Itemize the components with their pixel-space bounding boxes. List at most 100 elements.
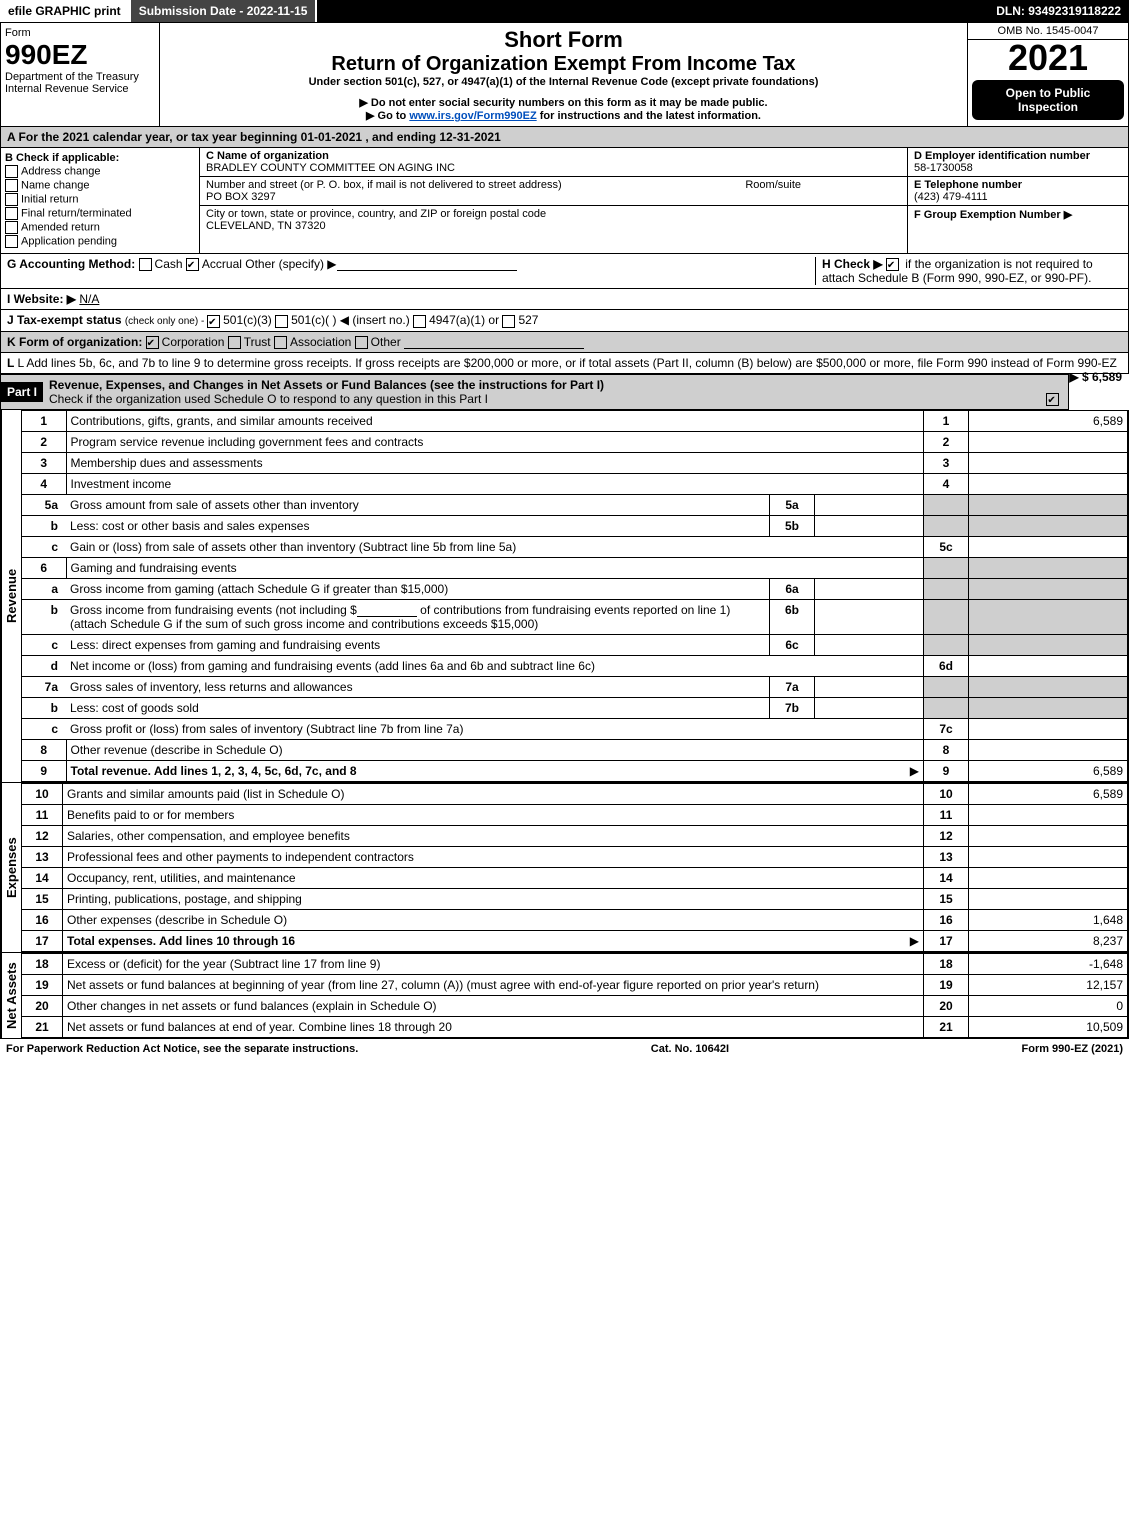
- line-7b: bLess: cost of goods sold7b: [22, 698, 1128, 719]
- line-6c: cLess: direct expenses from gaming and f…: [22, 635, 1128, 656]
- line-13: 13Professional fees and other payments t…: [22, 847, 1128, 868]
- cb-cash[interactable]: [139, 258, 152, 271]
- other-org-blank[interactable]: [404, 336, 584, 349]
- f-label: F Group Exemption Number ▶: [914, 209, 1072, 221]
- form-number: 990EZ: [5, 39, 155, 71]
- cb-address-change[interactable]: Address change: [5, 165, 195, 178]
- cash-label: Cash: [155, 257, 183, 271]
- d-ein-block: D Employer identification number 58-1730…: [908, 148, 1128, 177]
- line-6: 6Gaming and fundraising events: [22, 558, 1128, 579]
- e-label: E Telephone number: [914, 179, 1022, 191]
- expenses-vlabel: Expenses: [1, 783, 21, 952]
- line-j-tax-exempt: J Tax-exempt status (check only one) - 5…: [0, 310, 1129, 331]
- goto-post: for instructions and the latest informat…: [537, 110, 761, 122]
- footer-mid: Cat. No. 10642I: [651, 1043, 729, 1055]
- line-10: 10Grants and similar amounts paid (list …: [22, 784, 1128, 805]
- opt-other-org: Other: [371, 335, 401, 349]
- title-return: Return of Organization Exempt From Incom…: [164, 53, 963, 76]
- netassets-table: 18Excess or (deficit) for the year (Subt…: [21, 953, 1128, 1038]
- f-group-block: F Group Exemption Number ▶: [908, 206, 1128, 223]
- line-k-form-org: K Form of organization: Corporation Trus…: [0, 332, 1129, 353]
- opt-assoc: Association: [290, 335, 351, 349]
- cb-trust[interactable]: [228, 336, 241, 349]
- form-header: Form 990EZ Department of the Treasury In…: [0, 22, 1129, 127]
- tel-value: (423) 479-4111: [914, 191, 988, 203]
- expenses-table: 10Grants and similar amounts paid (list …: [21, 783, 1128, 952]
- line-18: 18Excess or (deficit) for the year (Subt…: [22, 954, 1128, 975]
- street-label: Number and street (or P. O. box, if mail…: [206, 179, 562, 191]
- other-blank[interactable]: [337, 258, 517, 271]
- section-bcdef: B Check if applicable: Address change Na…: [0, 148, 1129, 254]
- open-to-public: Open to Public Inspection: [972, 80, 1124, 120]
- cb-schedule-o[interactable]: [1046, 393, 1059, 406]
- cb-assoc[interactable]: [274, 336, 287, 349]
- cb-501c3[interactable]: [207, 315, 220, 328]
- line-8: 8Other revenue (describe in Schedule O)8: [22, 740, 1128, 761]
- cb-h[interactable]: [886, 258, 899, 271]
- ein-value: 58-1730058: [914, 162, 973, 174]
- cb-527[interactable]: [502, 315, 515, 328]
- tax-year: 2021: [968, 40, 1128, 76]
- dln: DLN: 93492319118222: [988, 0, 1129, 22]
- other-label: Other (specify) ▶: [245, 257, 336, 271]
- submission-date: Submission Date - 2022-11-15: [131, 0, 318, 22]
- line-3: 3Membership dues and assessments3: [22, 453, 1128, 474]
- part-i-badge: Part I: [1, 382, 43, 402]
- cb-initial-return[interactable]: Initial return: [5, 193, 195, 206]
- line-5c: cGain or (loss) from sale of assets othe…: [22, 537, 1128, 558]
- header-right: OMB No. 1545-0047 2021 Open to Public In…: [967, 23, 1128, 126]
- g-accounting: G Accounting Method: Cash Accrual Other …: [7, 257, 815, 285]
- col-def: D Employer identification number 58-1730…: [907, 148, 1128, 253]
- netassets-vlabel: Net Assets: [1, 953, 21, 1038]
- opt-trust: Trust: [244, 335, 271, 349]
- part-i-header-row: Part I Revenue, Expenses, and Changes in…: [0, 374, 1069, 410]
- i-label: I Website: ▶: [7, 292, 76, 306]
- line-14: 14Occupancy, rent, utilities, and mainte…: [22, 868, 1128, 889]
- efile-print[interactable]: efile GRAPHIC print: [0, 0, 131, 22]
- part-i-desc: Revenue, Expenses, and Changes in Net As…: [43, 375, 1068, 409]
- line-6d: dNet income or (loss) from gaming and fu…: [22, 656, 1128, 677]
- line-5b: bLess: cost or other basis and sales exp…: [22, 516, 1128, 537]
- cb-name-change[interactable]: Name change: [5, 179, 195, 192]
- line-19: 19Net assets or fund balances at beginni…: [22, 975, 1128, 996]
- k-label: K Form of organization:: [7, 335, 142, 349]
- line-20: 20Other changes in net assets or fund ba…: [22, 996, 1128, 1017]
- accrual-label: Accrual: [202, 257, 242, 271]
- cb-other-org[interactable]: [355, 336, 368, 349]
- cb-accrual[interactable]: [186, 258, 199, 271]
- opt-501c: 501(c)( ) ◀ (insert no.): [291, 313, 410, 327]
- top-bar: efile GRAPHIC print Submission Date - 20…: [0, 0, 1129, 22]
- revenue-vlabel: Revenue: [1, 410, 21, 782]
- dept-label: Department of the Treasury Internal Reve…: [5, 71, 155, 95]
- goto-link[interactable]: www.irs.gov/Form990EZ: [409, 110, 536, 122]
- part-i-sub: Check if the organization used Schedule …: [49, 392, 488, 406]
- cb-amended-return[interactable]: Amended return: [5, 221, 195, 234]
- title-short-form: Short Form: [164, 27, 963, 53]
- cb-corp[interactable]: [146, 336, 159, 349]
- c-street-block: Number and street (or P. O. box, if mail…: [200, 177, 907, 206]
- line-l-gross-receipts: L L Add lines 5b, 6c, and 7b to line 9 t…: [0, 353, 1129, 374]
- line-a-tax-year: A For the 2021 calendar year, or tax yea…: [0, 127, 1129, 148]
- l-amount: ▶ $ 6,589: [1069, 370, 1122, 384]
- line-21: 21Net assets or fund balances at end of …: [22, 1017, 1128, 1038]
- org-name: BRADLEY COUNTY COMMITTEE ON AGING INC: [206, 162, 455, 174]
- c-label: C Name of organization: [206, 150, 329, 162]
- cb-application-pending[interactable]: Application pending: [5, 235, 195, 248]
- footer-left: For Paperwork Reduction Act Notice, see …: [6, 1043, 358, 1055]
- col-b-checkboxes: B Check if applicable: Address change Na…: [1, 148, 200, 253]
- l-text: L Add lines 5b, 6c, and 7b to line 9 to …: [17, 356, 1116, 370]
- line-2: 2Program service revenue including gover…: [22, 432, 1128, 453]
- g-label: G Accounting Method:: [7, 257, 135, 271]
- line-5a: 5aGross amount from sale of assets other…: [22, 495, 1128, 516]
- revenue-table: 1Contributions, gifts, grants, and simil…: [21, 410, 1128, 782]
- cb-final-return[interactable]: Final return/terminated: [5, 207, 195, 220]
- c-city-block: City or town, state or province, country…: [200, 206, 907, 234]
- line-1: 1Contributions, gifts, grants, and simil…: [22, 411, 1128, 432]
- line-9: 9Total revenue. Add lines 1, 2, 3, 4, 5c…: [22, 761, 1128, 782]
- cb-501c[interactable]: [275, 315, 288, 328]
- goto-pre: ▶ Go to: [366, 110, 409, 122]
- header-center: Short Form Return of Organization Exempt…: [160, 23, 967, 126]
- revenue-section: Revenue 1Contributions, gifts, grants, a…: [0, 410, 1129, 782]
- cb-4947[interactable]: [413, 315, 426, 328]
- opt-corp: Corporation: [162, 335, 225, 349]
